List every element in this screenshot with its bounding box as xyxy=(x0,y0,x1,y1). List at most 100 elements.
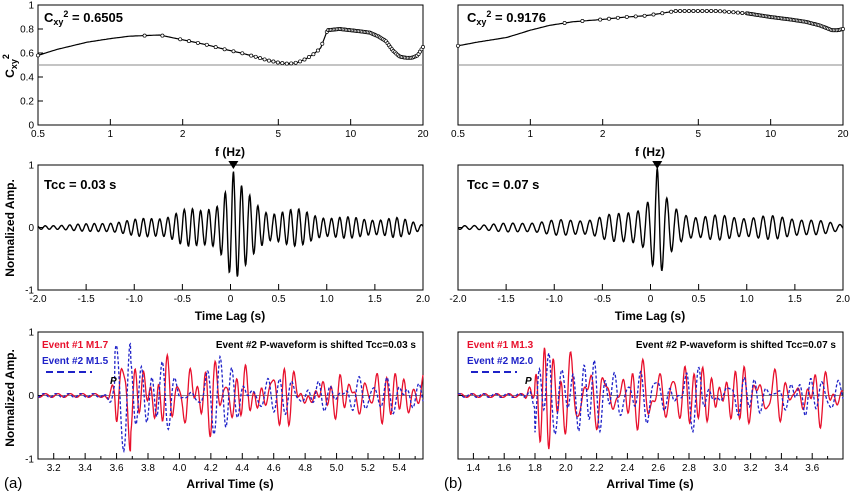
x-tick-label: 3.2 xyxy=(47,463,61,474)
x-tick-label: 4.2 xyxy=(204,463,218,474)
x-tick-label: 20 xyxy=(417,129,429,140)
x-tick-label: 2.4 xyxy=(620,463,634,474)
sample-marker xyxy=(222,47,227,52)
x-tick-label: -2.0 xyxy=(29,294,47,305)
sample-marker xyxy=(36,53,40,58)
sample-marker xyxy=(687,9,691,13)
y-tick-label: 1 xyxy=(28,328,34,339)
x-tick-label: 1.0 xyxy=(320,294,334,305)
sample-marker xyxy=(213,45,218,50)
y-tick-label: 1 xyxy=(28,1,34,12)
waveform-event1 xyxy=(37,352,424,452)
x-axis-label: Time Lag (s) xyxy=(615,309,685,323)
sample-marker xyxy=(178,37,183,42)
sample-marker xyxy=(160,33,165,38)
x-tick-label: 4.6 xyxy=(267,463,281,474)
sample-marker xyxy=(695,9,700,13)
sample-marker xyxy=(262,57,267,62)
coherence-panel-a: 0.5 1 2 5 10 20 0 0.2 0.4 0.6 0.8 1 Cxy2 = 0.6505 C… xyxy=(1,1,429,160)
x-tick-label: 3.4 xyxy=(774,463,788,474)
waveform-panel-a: 3.2 3.4 3.6 3.8 4.0 4.2 4.4 4.6 4.8 5.0 5.2 5.4 -1 0 1… xyxy=(3,328,424,492)
x-axis-label: Arrival Time (s) xyxy=(606,477,693,491)
y-tick-label: 0 xyxy=(28,223,34,234)
x-tick-label: -0.5 xyxy=(174,294,192,305)
peak-marker xyxy=(228,161,239,169)
y-tick-label: 1 xyxy=(28,161,34,172)
sample-marker xyxy=(727,9,731,14)
sample-marker xyxy=(289,61,294,66)
x-tick-label: 2.8 xyxy=(682,463,696,474)
x-tick-label: 3.0 xyxy=(713,463,727,474)
sample-marker xyxy=(841,27,845,31)
x-tick-label: 3.6 xyxy=(110,463,124,474)
sample-marker xyxy=(311,52,316,57)
x-tick-label: 0.5 xyxy=(31,129,45,140)
y-tick-label: 0.4 xyxy=(20,73,34,84)
x-tick-label: 5.0 xyxy=(330,463,344,474)
sample-marker xyxy=(456,43,460,48)
sample-marker xyxy=(651,12,656,17)
sample-marker xyxy=(709,9,714,13)
sample-marker xyxy=(580,19,585,23)
panel-label: (b) xyxy=(444,475,462,492)
x-axis-label: f (Hz) xyxy=(635,145,665,159)
x-tick-label: 1.0 xyxy=(740,294,754,305)
sample-marker xyxy=(704,9,709,13)
y-tick-label: 0.2 xyxy=(20,97,34,108)
x-tick-label: 3.4 xyxy=(78,463,92,474)
y-axis-label: Normalized Amp. xyxy=(3,179,17,277)
waveform-event2 xyxy=(37,342,424,454)
x-tick-label: 0.5 xyxy=(692,294,706,305)
x-tick-label: 2 xyxy=(180,129,186,140)
sample-marker xyxy=(187,39,191,44)
sample-marker xyxy=(315,48,320,53)
x-tick-label: 1 xyxy=(528,129,534,140)
sample-marker xyxy=(598,17,603,22)
x-tick-label: 1.5 xyxy=(788,294,802,305)
x-tick-label: 10 xyxy=(345,129,357,140)
x-tick-label: -0.5 xyxy=(594,294,612,305)
sample-marker xyxy=(673,9,678,13)
x-tick-label: 1.5 xyxy=(368,294,382,305)
sample-marker xyxy=(713,9,718,13)
x-tick-label: 1 xyxy=(108,129,114,140)
x-tick-label: 3.8 xyxy=(141,463,155,474)
x-tick-label: 4.4 xyxy=(235,463,249,474)
x-tick-label: 20 xyxy=(837,129,849,140)
x-tick-label: 4.0 xyxy=(172,463,186,474)
sample-marker xyxy=(562,21,567,25)
y-axis-label: Normalized Amp. xyxy=(3,349,17,447)
x-axis-label: Time Lag (s) xyxy=(195,309,265,323)
x-tick-label: 0.5 xyxy=(451,129,465,140)
cross-correlation-panel-b: -2.0 -1.5 -1.0 -0.5 0 0.5 1.0 1.5 2.0 Tcc = 0.07… xyxy=(449,161,850,323)
x-tick-label: -1.5 xyxy=(498,294,516,305)
sample-marker xyxy=(421,45,425,49)
p-phase-label: P xyxy=(525,376,532,387)
annotation: Event #2 P-waveform is shifted Tcc=0.03 … xyxy=(216,340,417,351)
x-tick-label: 0.5 xyxy=(272,294,286,305)
sample-marker xyxy=(293,60,298,65)
sample-marker xyxy=(253,54,258,59)
sample-marker xyxy=(142,33,147,38)
x-tick-label: 2 xyxy=(600,129,606,140)
legend-entry-event2: Event #2 M1.5 xyxy=(42,356,109,367)
legend-entry-event2: Event #2 M2.0 xyxy=(467,356,534,367)
x-tick-label: -2.0 xyxy=(449,294,467,305)
x-tick-label: 5 xyxy=(276,129,282,140)
waveform-panel-b: 1.4 1.6 1.8 2.0 2.2 2.4 2.6 2.8 3.0 3.2 3.4 3.6 Eve… xyxy=(444,331,844,492)
y-tick-label: -1 xyxy=(25,286,34,297)
coherence-curve xyxy=(37,28,424,65)
sample-marker xyxy=(284,61,289,66)
sample-marker xyxy=(682,9,687,13)
y-tick-label: 0 xyxy=(28,391,34,402)
sample-marker xyxy=(678,9,683,13)
sample-marker xyxy=(722,9,727,14)
x-tick-label: 0 xyxy=(648,294,654,305)
y-tick-label: -1 xyxy=(25,455,34,466)
x-tick-label: 3.2 xyxy=(744,463,758,474)
annotation: Event #2 P-waveform is shifted Tcc=0.07 … xyxy=(636,340,837,351)
y-tick-label: 0.6 xyxy=(20,49,34,60)
sample-marker xyxy=(195,40,200,45)
y-axis-label: Cxy2 xyxy=(1,54,19,78)
sample-marker xyxy=(267,58,271,63)
